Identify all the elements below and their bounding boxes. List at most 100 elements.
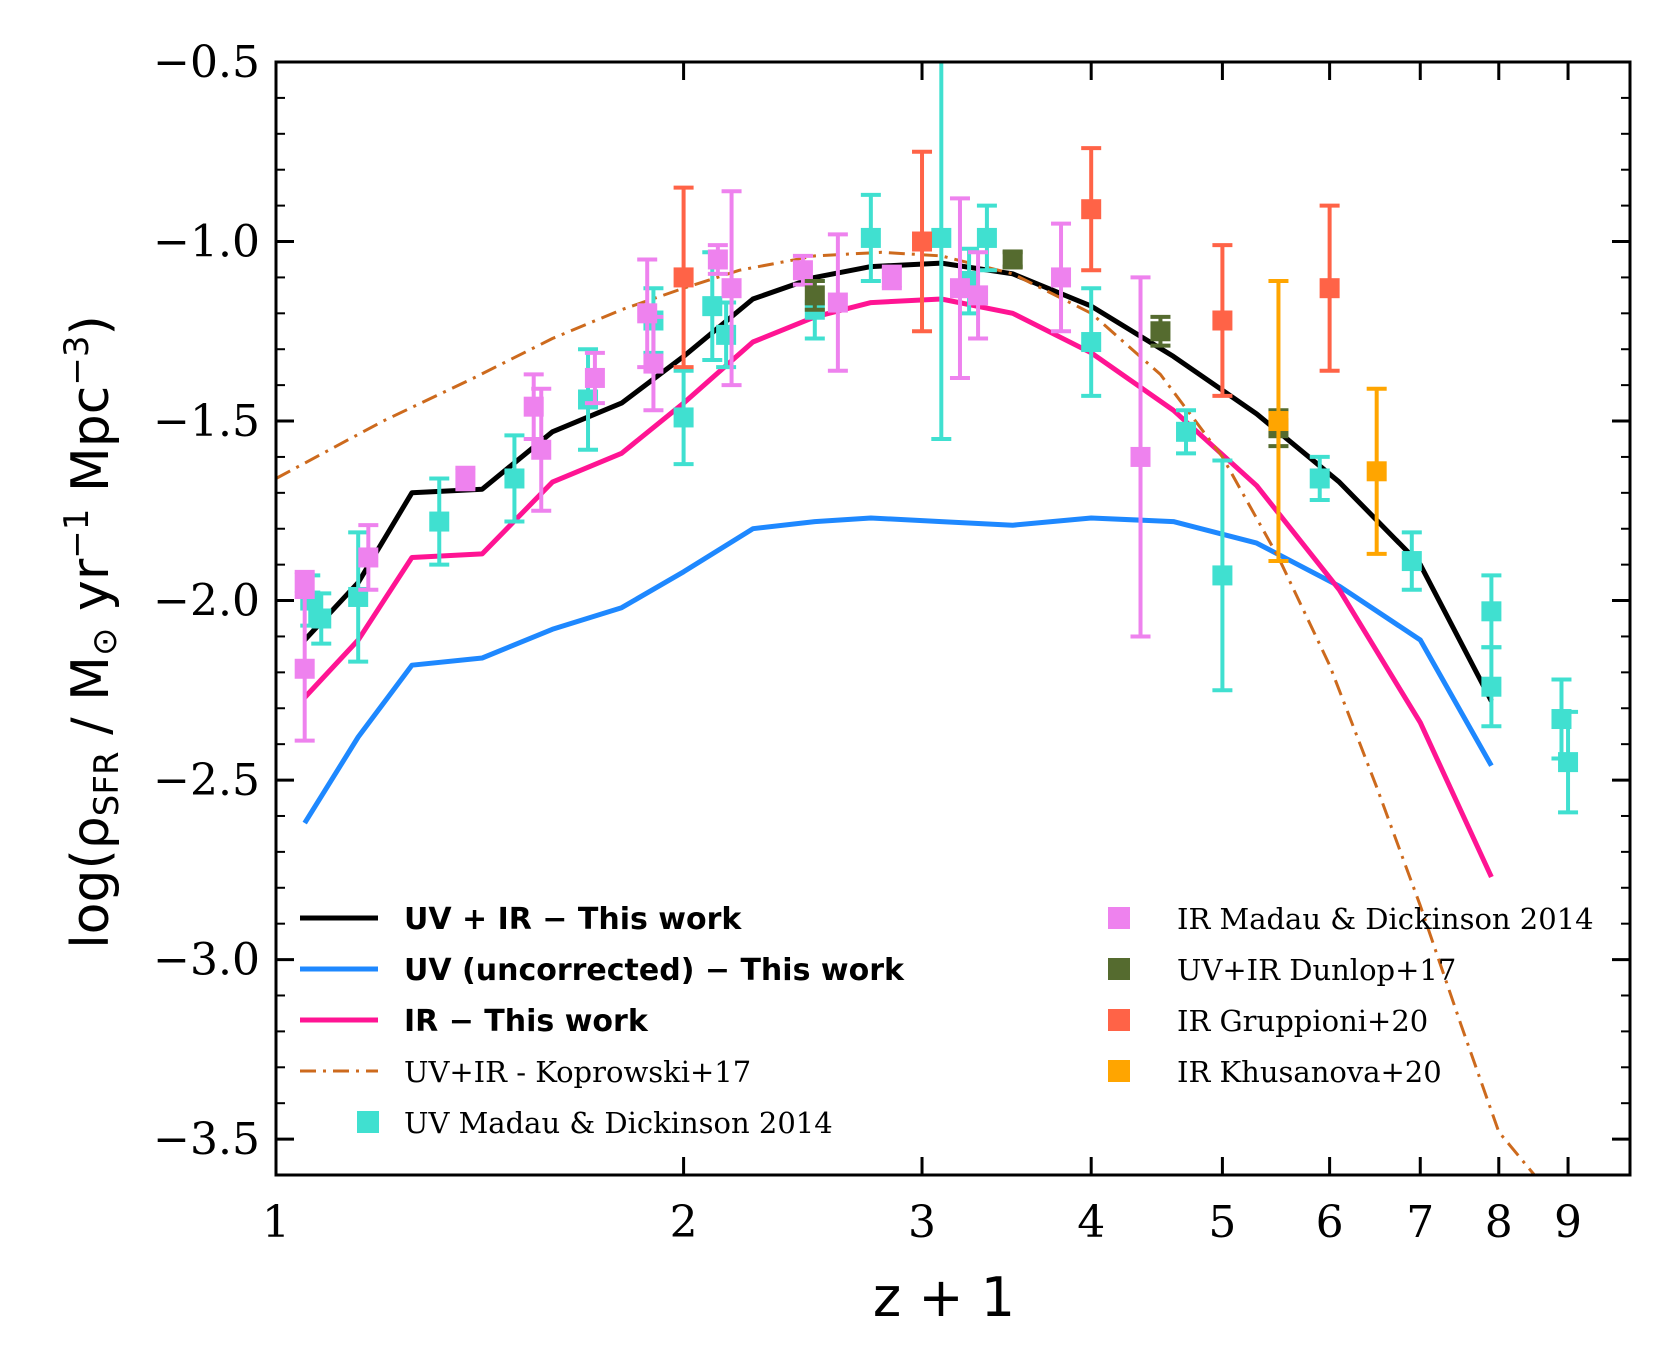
data-point <box>531 439 552 460</box>
series-points-3 <box>673 146 1340 398</box>
series-line-2 <box>302 296 1494 879</box>
data-point <box>860 227 881 248</box>
data-point <box>584 367 605 388</box>
legend-label: UV + IR − This work <box>404 902 742 937</box>
y-label-yr: yr <box>61 558 121 627</box>
legend-marker <box>1108 958 1130 980</box>
data-point <box>1481 601 1502 622</box>
legend-marker <box>357 1111 379 1133</box>
series-points-0 <box>300 62 1579 815</box>
data-point <box>931 227 952 248</box>
x-tick-label: 5 <box>1208 1197 1236 1248</box>
data-point <box>294 572 315 593</box>
data-point <box>643 353 664 374</box>
legend-label: IR Gruppioni+20 <box>1177 1004 1428 1038</box>
data-point <box>1309 468 1330 489</box>
legend-label: UV (uncorrected) − This work <box>404 953 905 988</box>
legend-marker <box>1108 907 1130 929</box>
data-point <box>504 468 525 489</box>
y-tick-label: −2.0 <box>153 576 260 627</box>
data-point <box>523 396 544 417</box>
legend-label: IR Madau & Dickinson 2014 <box>1177 902 1594 936</box>
series-line-1 <box>302 515 1494 825</box>
legend-item: IR Khusanova+20 <box>1108 1055 1442 1089</box>
data-point <box>1558 752 1579 773</box>
data-point <box>804 285 825 306</box>
data-point <box>1130 446 1151 467</box>
legend-item: UV (uncorrected) − This work <box>300 953 905 988</box>
data-point <box>702 296 723 317</box>
data-point <box>455 468 476 489</box>
data-point <box>311 608 332 629</box>
legend-item: UV+IR - Koprowski+17 <box>300 1055 751 1089</box>
data-point <box>1319 278 1340 299</box>
legend-label: IR − This work <box>404 1004 649 1039</box>
legend-item: IR Madau & Dickinson 2014 <box>1108 902 1594 936</box>
data-point <box>1176 421 1197 442</box>
y-tick-label: −0.5 <box>153 37 260 88</box>
data-point <box>912 231 933 252</box>
data-point <box>1481 676 1502 697</box>
data-point <box>1051 267 1072 288</box>
legend-label: IR Khusanova+20 <box>1177 1055 1442 1089</box>
legend-item: UV + IR − This work <box>300 902 742 937</box>
data-point <box>1002 249 1023 270</box>
data-point <box>673 407 694 428</box>
series-points-1 <box>294 189 1151 743</box>
y-label-sub: SFR <box>87 751 127 816</box>
legend-label: UV+IR Dunlop+17 <box>1177 953 1456 987</box>
data-point <box>707 249 728 270</box>
x-tick-label: 2 <box>670 1197 698 1248</box>
y-tick-label: −1.5 <box>153 396 260 447</box>
series-line-3 <box>276 250 1536 1175</box>
legend-item: UV+IR Dunlop+17 <box>1108 953 1456 987</box>
data-point <box>827 292 848 313</box>
y-tick-label: −3.5 <box>153 1114 260 1165</box>
series-points-4 <box>1268 279 1387 564</box>
series-points-2 <box>804 249 1289 449</box>
y-axis-label: log(ρSFR / M⊙ yr−1 Mpc−3) <box>57 315 127 949</box>
x-tick-label: 7 <box>1406 1197 1434 1248</box>
y-label-exp1: −1 <box>57 509 97 559</box>
data-point <box>949 278 970 299</box>
data-point <box>976 227 997 248</box>
data-point <box>1212 310 1233 331</box>
legend-label: UV+IR - Koprowski+17 <box>404 1055 751 1089</box>
data-point <box>429 511 450 532</box>
y-label-exp2: −3 <box>57 336 97 386</box>
legend-item: IR Gruppioni+20 <box>1108 1004 1428 1038</box>
data-point <box>1150 321 1171 342</box>
axes-layer: −3.5 −3.0 −2.5 −2.0 −1.5 −1.0 −0.5 1 2 3 4 5 6 7 8 9 <box>153 37 1632 1248</box>
x-tick-label: 3 <box>908 1197 936 1248</box>
legend-marker <box>1108 1009 1130 1031</box>
data-point <box>792 260 813 281</box>
plot-frame <box>274 60 1632 1177</box>
y-label-post: ) <box>61 315 121 335</box>
legend-item: IR − This work <box>300 1004 649 1039</box>
y-label-sun: ⊙ <box>85 627 125 656</box>
data-point <box>358 547 379 568</box>
legend-item: UV Madau & Dickinson 2014 <box>357 1106 833 1140</box>
data-point <box>721 278 742 299</box>
legend-marker <box>1108 1060 1130 1082</box>
legend: UV + IR − This work UV (uncorrected) − Th… <box>300 902 1594 1140</box>
data-layer <box>276 62 1579 1175</box>
data-point <box>1212 565 1233 586</box>
y-label-pre: log(ρ <box>61 816 121 949</box>
x-tick-label: 1 <box>262 1197 290 1248</box>
y-tick-label: −2.5 <box>153 755 260 806</box>
y-label-mpc: Mpc <box>61 386 121 509</box>
y-tick-label: −3.0 <box>153 935 260 986</box>
x-axis-label: z + 1 <box>873 1266 1015 1329</box>
x-tick-label: 6 <box>1316 1197 1344 1248</box>
x-tick-label: 4 <box>1077 1197 1105 1248</box>
data-point <box>294 658 315 679</box>
legend-label: UV Madau & Dickinson 2014 <box>404 1106 833 1140</box>
data-point <box>1401 551 1422 572</box>
data-point <box>968 285 989 306</box>
x-tick-label: 9 <box>1554 1197 1582 1248</box>
data-point <box>1366 461 1387 482</box>
data-point <box>673 267 694 288</box>
y-label-mid: / M <box>61 656 121 751</box>
